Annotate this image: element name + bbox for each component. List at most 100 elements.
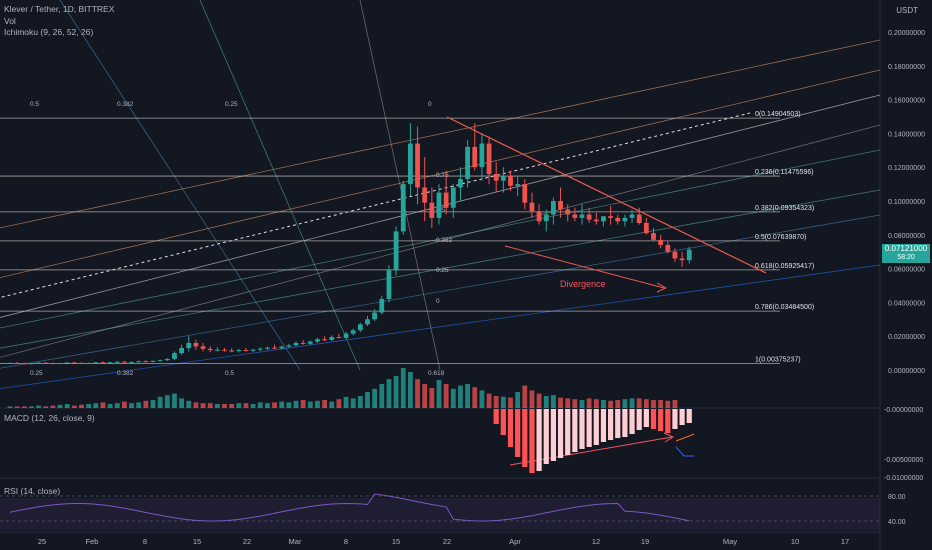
volume-bar <box>565 398 571 408</box>
candle-body <box>207 348 213 351</box>
symbol-legend: Klever / Tether, 1D, BITTREX <box>4 4 115 14</box>
macd-histogram-bar <box>550 409 556 461</box>
fib-level-label: 0.786(0.03484500) <box>755 304 814 311</box>
fan-line <box>0 264 881 389</box>
candle-body <box>400 184 406 232</box>
dashed-fan-line <box>0 112 751 299</box>
candle-body <box>350 330 356 334</box>
candle-body <box>686 249 692 261</box>
candle-body <box>386 270 392 300</box>
candlestick-series[interactable] <box>7 123 692 365</box>
resistance-trendline <box>446 116 767 274</box>
time-tick-label: May <box>723 537 737 546</box>
volume-bar <box>350 398 356 408</box>
signal-line <box>675 433 695 442</box>
volume-bar <box>579 400 585 408</box>
macd-histogram-bar <box>600 409 607 442</box>
volume-bar <box>465 384 470 408</box>
macd-histogram-bar <box>643 409 649 427</box>
macd-histogram-bar <box>629 409 635 434</box>
countdown-label: 58:20 <box>882 254 930 263</box>
macd-histogram-bar <box>500 409 506 435</box>
candle-body <box>636 214 642 223</box>
macd-histogram-bar <box>650 409 657 429</box>
candle-body <box>458 179 463 188</box>
candle-body <box>29 363 34 365</box>
candle-body <box>429 202 435 218</box>
volume-bar <box>536 393 542 408</box>
macd-histogram-bar <box>515 409 521 457</box>
candle-body <box>107 362 113 364</box>
fan-line <box>0 124 881 358</box>
time-tick-label: 22 <box>243 537 251 546</box>
volume-bar <box>272 402 277 408</box>
volume-bar <box>322 400 327 408</box>
volume-bar <box>236 403 242 408</box>
volume-bar <box>229 404 235 408</box>
fan-line <box>0 94 881 318</box>
volume-bar <box>472 387 478 408</box>
macd-line <box>675 446 694 457</box>
volume-bar <box>608 400 613 408</box>
volume-bar <box>543 396 549 408</box>
fib-level-label: 0.5(0.07639870) <box>755 234 806 241</box>
candle-body <box>236 350 242 352</box>
rsi-pane <box>0 493 880 522</box>
candle-body <box>7 362 13 364</box>
candle-body <box>365 319 370 325</box>
macd-histogram-bar <box>522 409 528 467</box>
candle-body <box>222 349 227 351</box>
macd-legend: MACD (12, 26, close, 9) <box>4 413 95 423</box>
fan-line <box>359 0 441 371</box>
candle-body <box>658 239 664 245</box>
volume-bar <box>357 396 363 408</box>
candle-body <box>315 339 320 342</box>
candle-body <box>200 346 206 349</box>
candle-body <box>515 184 521 186</box>
candle-body <box>522 184 528 203</box>
volume-bar <box>436 380 442 408</box>
time-tick-label: Feb <box>86 537 99 546</box>
rsi-tick-label: 80.00 <box>888 494 906 501</box>
vol-legend: Vol <box>4 16 16 26</box>
macd-histogram-bar <box>672 409 678 429</box>
macd-tick-label: -0.00500000 <box>884 457 923 464</box>
price-tick-label: 0.04000000 <box>888 300 925 307</box>
candle-body <box>336 337 342 339</box>
volume-bar <box>79 404 84 408</box>
volume-bar <box>500 396 506 408</box>
fan-label: 0.25 <box>436 267 449 274</box>
fib-level-label: 0.382(0.09354323) <box>755 205 814 212</box>
volume-bar <box>307 401 313 408</box>
candle-body <box>21 363 27 365</box>
volume-bar <box>129 403 134 408</box>
fan-line <box>0 149 881 329</box>
candle-body <box>286 345 292 347</box>
candle-body <box>300 342 306 344</box>
macd-histogram-bar <box>543 409 549 464</box>
time-tick-label: Mar <box>289 537 302 546</box>
volume-bar <box>615 400 621 408</box>
time-tick-label: 8 <box>143 537 147 546</box>
volume-bar <box>486 393 492 408</box>
candle-body <box>257 348 263 350</box>
ichimoku-legend: Ichimoku (9, 26, 52, 26) <box>4 27 94 37</box>
macd-histogram-bar <box>593 409 599 445</box>
candle-body <box>343 333 349 338</box>
macd-histogram-bar <box>622 409 628 437</box>
candle-body <box>86 362 92 364</box>
candle-body <box>536 211 542 222</box>
candle-body <box>415 143 420 188</box>
candle-body <box>214 349 220 351</box>
volume-bar <box>379 384 385 408</box>
candle-body <box>172 353 177 359</box>
volume-bar <box>164 395 170 408</box>
fan-label: 0.382 <box>117 101 134 108</box>
volume-bar <box>143 400 149 408</box>
price-divergence-line <box>504 245 665 289</box>
candle-body <box>93 362 99 364</box>
volume-bar <box>179 398 184 408</box>
candle-body <box>122 361 127 363</box>
